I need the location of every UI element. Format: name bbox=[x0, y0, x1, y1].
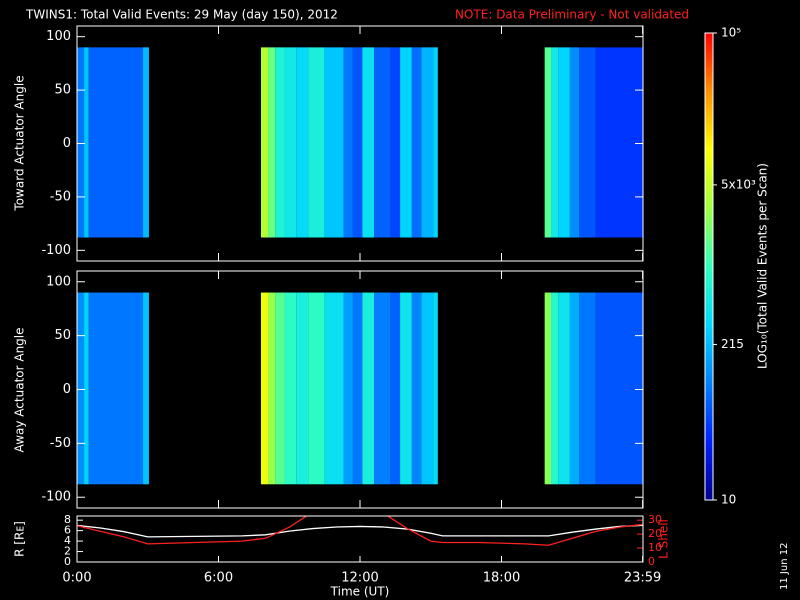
line-series bbox=[77, 516, 643, 546]
heatmap-cell bbox=[352, 47, 363, 238]
y-tick-label: 6 bbox=[64, 524, 71, 537]
y2-tick-label: 0 bbox=[648, 555, 655, 568]
y-axis-label: Toward Actuator Angle bbox=[13, 75, 27, 211]
heatmap-cell bbox=[343, 292, 353, 485]
heatmap-cell bbox=[362, 47, 375, 238]
heatmap-cell bbox=[433, 47, 438, 238]
colorbar-tick-label: 10⁵ bbox=[721, 26, 741, 40]
panel-frame bbox=[76, 515, 644, 563]
heatmap-cell bbox=[324, 292, 344, 485]
y-tick-label: 0 bbox=[63, 382, 71, 397]
panel-frame bbox=[76, 270, 644, 509]
panel-frame bbox=[76, 25, 644, 262]
heatmap-cell bbox=[558, 292, 570, 485]
heatmap-cell bbox=[551, 292, 559, 485]
heatmap-cell bbox=[544, 47, 552, 238]
heatmap-cell bbox=[84, 47, 89, 238]
heatmap-cell bbox=[284, 292, 297, 485]
note: NOTE: Data Preliminary - Not validated bbox=[455, 8, 689, 22]
heatmap-cell bbox=[84, 292, 89, 485]
heatmap-cell bbox=[411, 292, 422, 485]
y-tick-label: 100 bbox=[46, 29, 71, 44]
y-tick-label: 50 bbox=[54, 328, 71, 343]
heatmap-cell bbox=[595, 292, 643, 485]
colorbar-label: LOG₁₀(Total Valid Events per Scan) bbox=[756, 163, 770, 369]
heatmap-cell bbox=[411, 47, 422, 238]
heatmap-cell bbox=[569, 292, 580, 485]
heatmap-cell bbox=[400, 47, 412, 238]
heatmap-cell bbox=[374, 292, 391, 485]
x-tick-label: 0:00 bbox=[62, 571, 91, 586]
heatmap-cell bbox=[362, 292, 375, 485]
y-tick-label: 0 bbox=[63, 136, 71, 151]
heatmap-cell bbox=[579, 47, 596, 238]
y-tick-label: 100 bbox=[46, 274, 71, 289]
heatmap-cell bbox=[260, 47, 269, 238]
y-tick-label: 50 bbox=[54, 83, 71, 98]
heatmap-cell bbox=[433, 292, 438, 485]
heatmap-cell bbox=[343, 47, 353, 238]
heatmap-cell bbox=[308, 292, 325, 485]
y-tick-label: 0 bbox=[64, 555, 71, 568]
y-axis-label: R [Rᴇ] bbox=[13, 521, 27, 557]
heatmap-cell bbox=[88, 292, 144, 485]
y-tick-label: 4 bbox=[64, 534, 71, 547]
heatmap-cell bbox=[595, 47, 643, 238]
heatmap-cell bbox=[352, 292, 363, 485]
heatmap-cell bbox=[77, 292, 85, 485]
y2-tick-label: 30 bbox=[648, 513, 662, 526]
y-tick-label: -100 bbox=[41, 243, 71, 258]
heatmap-cell bbox=[390, 47, 401, 238]
heatmap-cell bbox=[400, 292, 412, 485]
heatmap-cell bbox=[143, 47, 149, 238]
heatmap-cell bbox=[308, 47, 325, 238]
x-tick-label: 6:00 bbox=[204, 571, 233, 586]
heatmap-cell bbox=[390, 292, 401, 485]
heatmap-cell bbox=[275, 292, 285, 485]
y-axis-label: Away Actuator Angle bbox=[13, 327, 27, 452]
y2-tick-label: 20 bbox=[648, 527, 662, 540]
title: TWINS1: Total Valid Events: 29 May (day … bbox=[25, 8, 338, 22]
y-tick-label: 8 bbox=[64, 513, 71, 526]
y2-axis-label: L Shell bbox=[657, 519, 671, 559]
heatmap-cell bbox=[268, 292, 276, 485]
heatmap-cell bbox=[374, 47, 391, 238]
heatmap-cell bbox=[260, 292, 269, 485]
y2-tick-label: 10 bbox=[648, 541, 662, 554]
x-tick-label: 23:59 bbox=[624, 571, 661, 586]
colorbar-tick-label: 215 bbox=[721, 337, 744, 351]
y-tick-label: -100 bbox=[41, 490, 71, 505]
line-series bbox=[77, 524, 643, 538]
y-tick-label: -50 bbox=[50, 436, 71, 451]
heatmap-cell bbox=[296, 292, 309, 485]
colorbar-tick-label: 10 bbox=[721, 493, 736, 507]
heatmap-cell bbox=[324, 47, 344, 238]
heatmap-cell bbox=[268, 47, 276, 238]
heatmap-cell bbox=[579, 292, 596, 485]
x-tick-label: 12:00 bbox=[341, 571, 378, 586]
heatmap-cell bbox=[296, 47, 309, 238]
heatmap-cell bbox=[77, 47, 85, 238]
heatmap-cell bbox=[558, 47, 570, 238]
y-tick-label: -50 bbox=[50, 189, 71, 204]
heatmap-cell bbox=[551, 47, 559, 238]
x-tick-label: 18:00 bbox=[483, 571, 520, 586]
colorbar bbox=[704, 32, 714, 501]
heatmap-cell bbox=[275, 47, 285, 238]
heatmap-cell bbox=[544, 292, 552, 485]
heatmap-cell bbox=[569, 47, 580, 238]
heatmap-cell bbox=[143, 292, 149, 485]
y-tick-label: 2 bbox=[64, 545, 71, 558]
heatmap-cell bbox=[421, 292, 434, 485]
heatmap-cell bbox=[88, 47, 144, 238]
heatmap-cell bbox=[421, 47, 434, 238]
heatmap-cell bbox=[284, 47, 297, 238]
x-axis-label: Time (UT) bbox=[330, 585, 390, 599]
colorbar-tick-label: 5x10³ bbox=[721, 177, 756, 191]
date: 11 Jun 12 bbox=[779, 543, 790, 590]
